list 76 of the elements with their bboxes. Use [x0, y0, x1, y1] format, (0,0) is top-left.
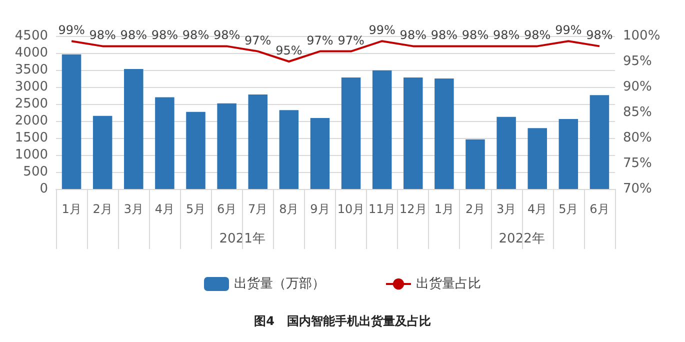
bar: [372, 70, 392, 189]
x-tick-label: 12月: [400, 202, 427, 216]
bar: [92, 116, 112, 189]
y-tick-label: 0: [40, 182, 48, 196]
x-tick-label: 4月: [154, 202, 175, 216]
data-label: 98%: [213, 28, 240, 42]
x-tick-label: 9月: [310, 202, 330, 216]
bar: [310, 118, 330, 189]
data-label: 98%: [430, 28, 458, 42]
bar: [248, 94, 268, 189]
x-tick-label: 1月: [434, 202, 454, 216]
data-label: 98%: [586, 28, 613, 42]
bar: [404, 77, 423, 189]
data-label: 98%: [462, 28, 489, 42]
x-tick-label: 2月: [92, 202, 112, 216]
legend-label: 出货量占比: [416, 276, 481, 292]
data-label: 97%: [244, 33, 272, 48]
x-tick-label: 2月: [465, 202, 486, 216]
bar: [155, 97, 174, 189]
y-tick-label: 2000: [14, 114, 48, 128]
x-tick-label: 5月: [186, 202, 206, 216]
legend-label: 出货量（万部）: [234, 276, 325, 292]
bar: [466, 139, 485, 189]
bar: [62, 54, 82, 189]
bar: [434, 78, 454, 189]
text: 2022年: [498, 232, 545, 246]
bar: [496, 116, 516, 189]
y-tick-label: 1000: [14, 148, 48, 162]
bar: [279, 110, 299, 189]
data-label: 97%: [338, 33, 364, 48]
x-tick-label: 1月: [62, 202, 82, 216]
data-label: 98%: [492, 28, 520, 42]
data-label: 97%: [306, 33, 334, 48]
bar: [558, 118, 578, 189]
y-tick-label: 3000: [14, 80, 48, 94]
data-label: 98%: [182, 28, 210, 42]
x-tick-label: 10月: [337, 202, 365, 216]
x-tick-label: 3月: [496, 202, 516, 216]
bar: [528, 128, 547, 189]
bar: [186, 112, 206, 189]
x-tick-label: 5月: [558, 202, 578, 216]
data-label: 99%: [555, 23, 582, 38]
y2-tick-label: 85%: [623, 105, 652, 120]
x-tick-label: 7月: [248, 202, 268, 216]
bar: [341, 77, 361, 189]
data-label: 95%: [276, 44, 302, 58]
y-tick-label: 4500: [14, 28, 48, 44]
x-tick-label: 4月: [528, 202, 548, 216]
data-label: 98%: [120, 28, 147, 42]
y-tick-label: 3500: [14, 62, 48, 78]
y2-tick-label: 75%: [623, 156, 652, 171]
x-tick-label: 6月: [590, 202, 610, 216]
data-label: 98%: [89, 28, 116, 42]
bar: [217, 103, 236, 189]
y-tick-label: 500: [23, 164, 48, 180]
bar: [590, 95, 610, 189]
text: 2021年: [219, 232, 266, 246]
data-label: 98%: [400, 28, 426, 42]
data-label: 99%: [368, 23, 396, 38]
x-tick-label: 8月: [279, 202, 299, 216]
y2-tick-label: 100%: [623, 28, 660, 44]
y2-tick-label: 80%: [623, 130, 652, 146]
y-tick-label: 1500: [14, 130, 48, 146]
bar: [124, 68, 144, 189]
x-tick-label: 6月: [216, 202, 237, 216]
data-label: 98%: [151, 28, 178, 42]
y2-tick-label: 70%: [623, 182, 652, 196]
y2-tick-label: 90%: [623, 80, 652, 94]
data-label: 98%: [524, 28, 551, 42]
x-tick-label: 11月: [368, 202, 396, 216]
data-label: 99%: [58, 23, 85, 38]
x-tick-label: 3月: [124, 202, 144, 216]
y-tick-label: 4000: [14, 46, 48, 60]
y-tick-label: 2500: [14, 96, 48, 112]
y2-tick-label: 95%: [623, 54, 652, 69]
text: 图4 国内智能手机出货量及占比: [254, 314, 431, 328]
